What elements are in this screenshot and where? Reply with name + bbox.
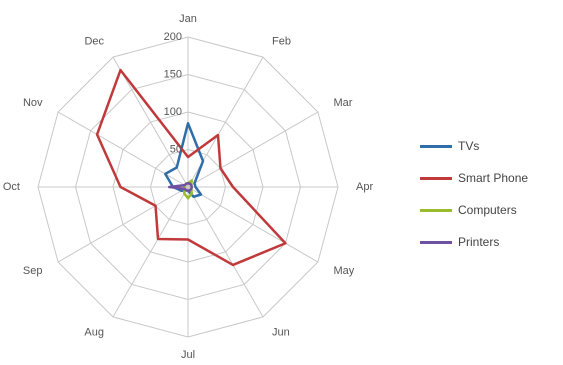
legend-item-tvs: TVs: [420, 130, 528, 162]
legend-label-smart-phone: Smart Phone: [458, 171, 528, 185]
month-label-mar: Mar: [333, 97, 352, 109]
month-label-jul: Jul: [181, 349, 195, 361]
tick-label-150: 150: [164, 68, 182, 80]
tick-label-100: 100: [164, 106, 182, 118]
legend-swatch-computers: [420, 209, 452, 212]
tick-label-50: 50: [170, 143, 182, 155]
month-label-sep: Sep: [23, 265, 43, 277]
legend-item-smart-phone: Smart Phone: [420, 162, 528, 194]
legend-item-printers: Printers: [420, 226, 528, 258]
legend-label-tvs: TVs: [458, 139, 479, 153]
month-label-jun: Jun: [272, 326, 290, 338]
spoke-nov: [58, 112, 188, 187]
month-label-aug: Aug: [84, 326, 104, 338]
month-label-oct: Oct: [3, 181, 20, 193]
legend: TVs Smart Phone Computers Printers: [420, 130, 528, 258]
month-label-apr: Apr: [356, 181, 373, 193]
radar-grid: [38, 37, 338, 337]
month-label-dec: Dec: [84, 35, 104, 47]
spoke-aug: [113, 187, 188, 317]
month-label-nov: Nov: [23, 97, 43, 109]
radar-series: [97, 70, 285, 265]
legend-item-computers: Computers: [420, 194, 528, 226]
month-label-feb: Feb: [272, 35, 291, 47]
legend-swatch-smart-phone: [420, 177, 452, 180]
legend-label-printers: Printers: [458, 235, 499, 249]
legend-swatch-tvs: [420, 145, 452, 148]
legend-label-computers: Computers: [458, 203, 517, 217]
spoke-mar: [188, 112, 318, 187]
month-label-jan: Jan: [179, 13, 197, 25]
legend-swatch-printers: [420, 241, 452, 244]
spoke-sep: [58, 187, 188, 262]
month-label-may: May: [333, 265, 354, 277]
series-smart-phone: [97, 70, 285, 265]
tick-label-200: 200: [164, 31, 182, 43]
